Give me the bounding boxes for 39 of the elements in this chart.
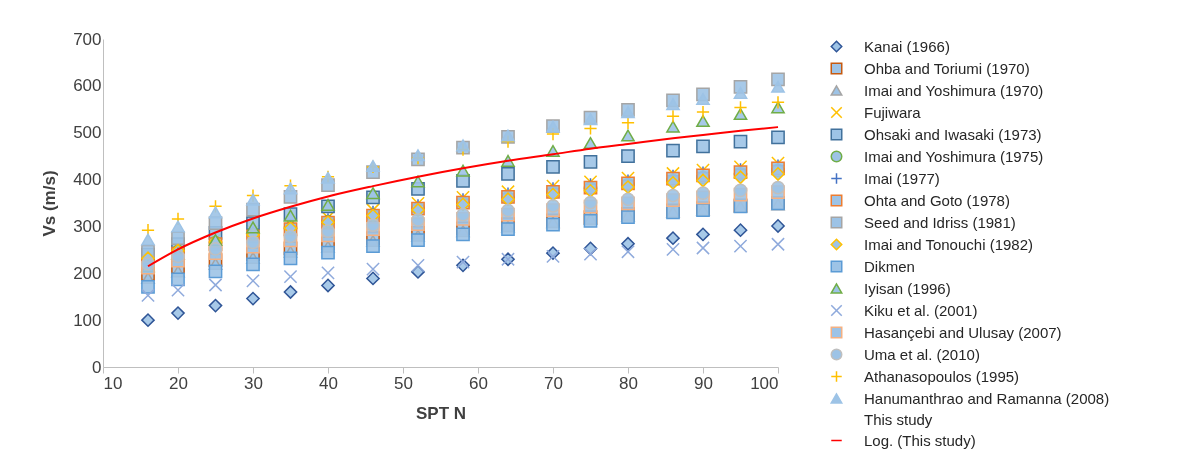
y-axis-title: Vs (m/s) <box>40 170 60 237</box>
x-tick-label: 30 <box>244 373 263 393</box>
y-tick-label: 600 <box>73 76 102 96</box>
legend-label: Kanai (1966) <box>864 37 950 55</box>
legend-label: Dikmen <box>864 257 915 275</box>
y-tick-label: 0 <box>92 357 102 377</box>
x-tick-label: 60 <box>469 373 488 393</box>
x-tick-label: 10 <box>103 373 123 393</box>
legend-label: Hasançebi and Ulusay (2007) <box>864 323 1062 341</box>
legend-label: Athanasopoulos (1995) <box>864 367 1020 385</box>
text: This study <box>864 410 933 428</box>
y-tick-label: 300 <box>73 216 102 236</box>
x-tick-label: 20 <box>169 373 188 393</box>
y-tick-label: 700 <box>73 29 102 49</box>
y-tick-label: 500 <box>73 123 102 143</box>
x-tick-label: 90 <box>694 373 713 393</box>
legend-label: Imai and Tonouchi (1982) <box>864 235 1033 253</box>
y-tick-label: 400 <box>73 170 102 190</box>
y-tick-label: 100 <box>73 310 102 330</box>
legend-label: Iyisan (1996) <box>864 279 951 297</box>
x-tick-label: 100 <box>750 373 779 393</box>
legend-label: Hanumanthrao and Ramanna (2008) <box>864 389 1110 407</box>
x-tick-label: 40 <box>319 373 338 393</box>
legend-label: Seed and Idriss (1981) <box>864 213 1016 231</box>
x-axis-title: SPT N <box>415 403 467 423</box>
x-tick-label: 80 <box>619 373 638 393</box>
legend-label: Ohba and Toriumi (1970) <box>864 59 1030 77</box>
legend-label: Uma et al. (2010) <box>864 345 980 363</box>
y-tick-label: 200 <box>73 263 102 283</box>
legend-label: Ohsaki and Iwasaki (1973) <box>864 125 1042 143</box>
legend-label: Imai and Yoshimura (1970) <box>864 81 1044 99</box>
x-tick-label: 50 <box>394 373 413 393</box>
legend-label: Fujiwara <box>864 103 922 121</box>
legend-label: Imai and Yoshimura (1975) <box>864 147 1044 165</box>
x-tick-label: 70 <box>544 373 563 393</box>
legend-label: Imai (1977) <box>864 169 940 187</box>
legend-label: Ohta and Goto (1978) <box>864 191 1010 209</box>
legend-label: Log. (This study) <box>864 431 976 449</box>
legend-label: Kiku et al. (2001) <box>864 301 978 319</box>
